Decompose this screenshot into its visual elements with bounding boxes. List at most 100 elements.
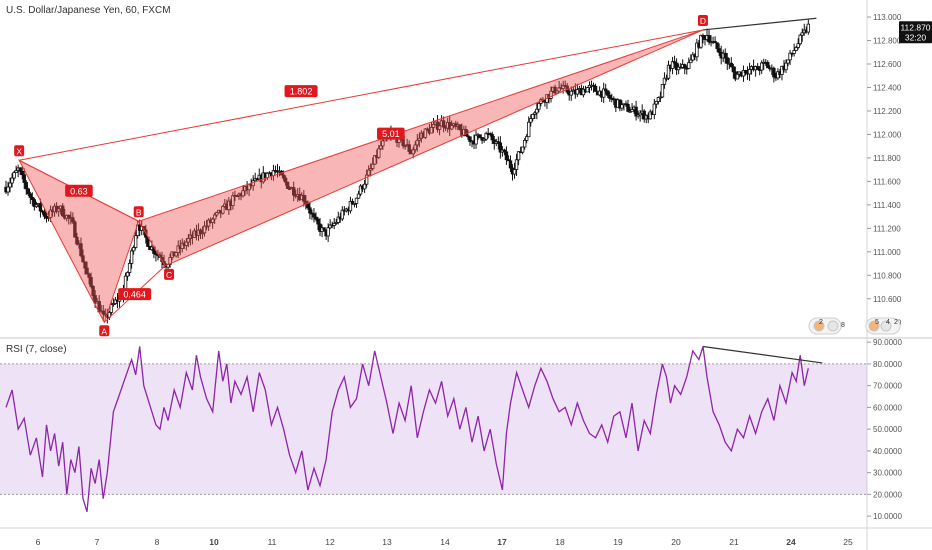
- candle-body: [723, 52, 727, 59]
- candle-body: [780, 65, 784, 75]
- candle-body: [531, 113, 535, 119]
- event-badge-group-1[interactable]: 2 8: [808, 317, 845, 335]
- candle-body: [604, 88, 608, 92]
- candle-body: [591, 84, 596, 87]
- point-label: A: [101, 326, 107, 336]
- candle-body: [129, 250, 134, 264]
- candle-body: [30, 197, 35, 201]
- point-label-bg: [164, 268, 175, 280]
- candle-body: [502, 149, 507, 153]
- candle-body: [14, 170, 18, 173]
- candle-body: [466, 135, 470, 138]
- rsi-y-tick-label: 20.0000: [873, 490, 902, 499]
- candle-body: [186, 238, 191, 243]
- candle-body: [658, 96, 663, 99]
- candle-body: [458, 124, 462, 130]
- candle-body: [636, 114, 640, 117]
- candle-body: [10, 177, 14, 184]
- candle-body: [28, 193, 33, 198]
- candle-body: [371, 163, 375, 169]
- point-label-bg: [133, 206, 144, 218]
- x-tick-label: 21: [729, 537, 739, 547]
- bar-countdown: 32:20: [905, 32, 927, 42]
- price-y-tick-label: 112.200: [873, 107, 902, 116]
- candle-body: [61, 205, 65, 217]
- price-y-tick-label: 110.800: [873, 271, 902, 280]
- candle-body: [796, 43, 800, 48]
- point-label-bg: [14, 145, 25, 157]
- candle-body: [417, 137, 422, 141]
- rsi-title: RSI (7, close): [6, 344, 67, 355]
- candle-body: [174, 252, 178, 257]
- candle-body: [478, 134, 482, 138]
- candle-body: [496, 141, 501, 144]
- candle-body: [306, 203, 310, 209]
- price-y-tick-label: 112.800: [873, 37, 902, 46]
- candle-body: [202, 225, 207, 234]
- candle-body: [336, 216, 340, 223]
- x-tick-label: 10: [209, 537, 219, 547]
- price-trendline: [702, 17, 817, 31]
- event-badge-group-2[interactable]: 5 4 2: [865, 317, 901, 335]
- candle-body: [348, 200, 353, 212]
- event-badge-1-num-2: 8: [841, 322, 845, 329]
- candle-body: [364, 174, 369, 185]
- candle-body: [352, 203, 357, 205]
- last-price-tag-bg: [899, 21, 932, 44]
- candle-body: [204, 225, 209, 228]
- candle-body: [766, 62, 770, 69]
- candle-body: [450, 125, 454, 130]
- candle-body: [670, 61, 675, 69]
- candle-body: [529, 118, 533, 123]
- candle-body: [113, 299, 118, 304]
- price-y-tick-label: 110.600: [873, 295, 902, 304]
- ratio-label: 0.464: [123, 290, 146, 300]
- x-tick-label: 19: [613, 537, 623, 547]
- candle-body: [652, 103, 657, 116]
- candle-body: [713, 41, 717, 44]
- candle-body: [326, 227, 330, 237]
- candle-body: [691, 54, 695, 61]
- candle-body: [524, 136, 529, 141]
- candle-body: [314, 216, 318, 220]
- candle-body: [683, 64, 687, 69]
- rsi-y-tick-label: 70.0000: [873, 382, 902, 391]
- candle-body: [42, 211, 47, 217]
- candle-body: [12, 172, 16, 179]
- candle-body: [608, 94, 612, 99]
- rsi-y-tick-label: 50.0000: [873, 425, 902, 434]
- event-badge-2-num-2: 4: [886, 319, 890, 326]
- candle-body: [741, 70, 746, 77]
- candle-body: [648, 111, 652, 120]
- point-label: D: [700, 16, 706, 26]
- candle-body: [660, 84, 665, 98]
- candle-body: [533, 112, 537, 115]
- candle-body: [585, 87, 590, 93]
- candle-body: [131, 247, 136, 252]
- rsi-y-tick-label: 30.0000: [873, 469, 902, 478]
- candle-body: [373, 155, 377, 165]
- candle-body: [792, 50, 796, 54]
- ratio-label-bg: [65, 184, 93, 197]
- candle-body: [379, 145, 383, 150]
- harmonic-pattern[interactable]: 0.63 0.464 1.802 5.01 X A B C D: [14, 14, 817, 337]
- candle-body: [332, 222, 336, 226]
- candle-body: [429, 126, 434, 134]
- candle-body: [411, 149, 415, 155]
- candle-body: [133, 235, 138, 248]
- candle-body: [620, 104, 624, 109]
- bcd-triangle: [137, 29, 704, 267]
- chart-title: U.S. Dollar/Japanese Yen, 60, FXCM: [6, 5, 171, 16]
- candle-body: [26, 188, 30, 195]
- candle-body: [283, 177, 288, 183]
- ratio-label-bg: [284, 85, 318, 98]
- candle-body: [407, 144, 411, 152]
- candle-body: [377, 148, 381, 158]
- x-tick-label: 13: [382, 537, 392, 547]
- candle-body: [109, 304, 114, 313]
- point-label: X: [16, 146, 22, 156]
- price-y-tick-label: 111.600: [873, 177, 901, 186]
- candle-body: [356, 193, 361, 199]
- candle-body: [674, 62, 679, 71]
